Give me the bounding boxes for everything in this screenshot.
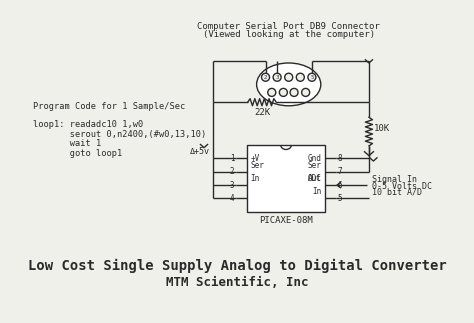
Text: 0-5 Volts DC: 0-5 Volts DC (372, 182, 432, 191)
Circle shape (273, 73, 281, 81)
Text: In: In (312, 187, 322, 196)
Text: loop1: readadc10 1,w0: loop1: readadc10 1,w0 (33, 120, 143, 129)
Text: 3: 3 (230, 181, 234, 190)
Circle shape (308, 73, 316, 81)
Text: 7: 7 (338, 167, 342, 176)
Circle shape (268, 89, 276, 97)
Text: 5: 5 (310, 75, 314, 80)
Circle shape (285, 73, 293, 81)
Text: Gnd: Gnd (308, 154, 322, 163)
Text: Ser: Ser (308, 161, 322, 170)
Text: 5: 5 (338, 194, 342, 203)
Text: goto loop1: goto loop1 (33, 149, 122, 158)
Text: In: In (250, 173, 260, 182)
Text: (Viewed looking at the computer): (Viewed looking at the computer) (203, 30, 375, 39)
Text: 2: 2 (230, 167, 234, 176)
Text: +V: +V (250, 154, 260, 163)
Text: Low Cost Single Supply Analog to Digital Converter: Low Cost Single Supply Analog to Digital… (27, 259, 447, 273)
Text: PICAXE-08M: PICAXE-08M (259, 216, 313, 225)
Text: 6: 6 (338, 181, 342, 190)
Text: 8: 8 (338, 154, 342, 163)
Circle shape (279, 89, 287, 97)
Circle shape (290, 89, 298, 97)
Text: 2: 2 (264, 75, 267, 80)
Ellipse shape (256, 63, 321, 106)
Text: Out: Out (308, 173, 322, 182)
Text: serout 0,n2400,(#w0,13,10): serout 0,n2400,(#w0,13,10) (33, 130, 206, 139)
Text: Computer Serial Port DB9 Connector: Computer Serial Port DB9 Connector (197, 22, 380, 31)
Text: 4: 4 (230, 194, 234, 203)
Bar (247, 145, 325, 212)
Circle shape (301, 89, 310, 97)
Text: Ser: Ser (250, 161, 264, 170)
Text: 3: 3 (275, 75, 279, 80)
Text: Signal In: Signal In (372, 175, 417, 184)
Text: 1: 1 (230, 154, 234, 163)
Text: Δ+5v: Δ+5v (189, 147, 210, 156)
Circle shape (262, 73, 270, 81)
Circle shape (296, 73, 304, 81)
Text: 22K: 22K (254, 108, 270, 117)
Text: ADC: ADC (308, 174, 322, 183)
Text: Program Code for 1 Sample/Sec: Program Code for 1 Sample/Sec (33, 102, 185, 111)
Text: wait 1: wait 1 (33, 140, 101, 149)
Text: 10 bit A/D: 10 bit A/D (372, 188, 422, 197)
Text: 10K: 10K (374, 124, 391, 132)
Text: MTM Scientific, Inc: MTM Scientific, Inc (166, 276, 308, 289)
